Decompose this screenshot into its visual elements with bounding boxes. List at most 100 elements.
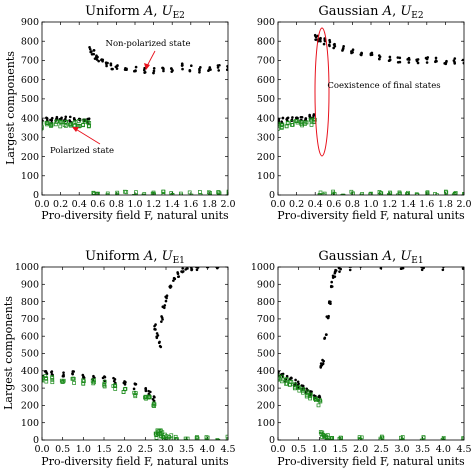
y-axis-label: Largest components <box>2 296 15 410</box>
data-point <box>216 190 221 195</box>
data-point <box>115 67 119 70</box>
data-point <box>71 377 76 381</box>
data-point <box>338 435 343 440</box>
data-point <box>285 120 290 125</box>
data-point <box>452 192 457 195</box>
data-point <box>58 124 63 129</box>
data-point <box>142 194 147 195</box>
y-tick-label: 400 <box>257 366 275 377</box>
y-tick-label: 600 <box>257 331 275 342</box>
data-point <box>123 189 127 194</box>
data-point <box>50 377 55 382</box>
data-point <box>169 433 174 438</box>
x-tick-label: 0.2 <box>53 199 68 210</box>
data-point <box>106 61 109 65</box>
data-point <box>278 119 281 123</box>
data-point <box>165 294 169 297</box>
data-point <box>190 64 193 68</box>
data-point <box>433 194 438 195</box>
data-point <box>322 42 326 46</box>
data-point <box>165 296 168 300</box>
data-point <box>370 194 374 195</box>
data-point <box>225 434 228 439</box>
data-point <box>68 123 73 128</box>
data-point <box>281 116 285 120</box>
data-point <box>328 40 332 44</box>
data-point <box>226 437 228 440</box>
x-axis-label: Pro-diversity field F, natural units <box>277 209 465 222</box>
data-point <box>434 59 438 62</box>
x-tick-label: 3.5 <box>179 444 194 455</box>
data-point <box>300 388 305 393</box>
data-point <box>196 441 199 444</box>
data-point <box>308 396 312 401</box>
data-point <box>124 194 129 195</box>
data-point <box>61 374 65 378</box>
data-point <box>195 268 199 272</box>
data-point <box>314 38 318 41</box>
data-point <box>226 264 229 267</box>
data-point <box>453 60 456 64</box>
data-point <box>326 316 330 320</box>
y-tick-label: 500 <box>257 349 275 360</box>
x-tick-label: 0.0 <box>34 199 49 210</box>
data-point <box>388 58 392 61</box>
data-point <box>304 117 308 120</box>
data-point <box>164 434 169 438</box>
data-point <box>435 193 439 195</box>
data-point <box>304 393 309 398</box>
panel-bottom-right: Gaussian A, UE1 Pro-diversity field F, n… <box>251 249 472 468</box>
x-tick-label: 0.5 <box>55 444 70 455</box>
y-tick-label: 900 <box>257 17 275 28</box>
series-second-largest <box>42 374 228 444</box>
data-point <box>444 190 449 195</box>
panel-title: Gaussian A, UE1 <box>318 249 423 266</box>
data-point <box>105 64 108 68</box>
data-point <box>319 36 322 40</box>
data-point <box>434 56 438 60</box>
x-tick-label: 1.0 <box>76 444 91 455</box>
data-point <box>95 55 98 59</box>
data-point <box>227 439 228 440</box>
data-point <box>152 395 156 398</box>
data-point <box>313 396 317 401</box>
data-point <box>90 52 94 56</box>
y-tick-label: 700 <box>21 56 39 67</box>
annotation-non-polarized: Non-polarized state <box>106 39 190 70</box>
x-axis-label: Pro-diversity field F, natural units <box>41 455 229 468</box>
data-point <box>172 279 175 282</box>
series-second-largest <box>278 373 464 440</box>
data-point <box>284 124 289 129</box>
y-tick-label: 500 <box>257 94 275 105</box>
data-point <box>42 375 43 380</box>
data-point <box>419 438 424 440</box>
y-tick-label: 200 <box>257 152 275 163</box>
data-point <box>388 55 392 59</box>
data-point <box>105 194 110 195</box>
y-tick-label: 100 <box>21 418 39 429</box>
y-tick-label: 200 <box>21 152 39 163</box>
data-point <box>378 438 383 440</box>
data-point <box>132 387 136 391</box>
axes-frame <box>41 266 229 441</box>
x-tick-label: 1.5 <box>332 444 347 455</box>
data-point <box>322 359 325 363</box>
data-point <box>321 362 325 366</box>
x-tick-label: 0.2 <box>289 199 304 210</box>
data-point <box>132 194 136 195</box>
y-tick-label: 0 <box>33 435 39 446</box>
data-point <box>318 190 323 195</box>
coexistence-ellipse <box>314 27 330 157</box>
data-point <box>332 192 337 195</box>
data-point <box>152 69 156 73</box>
data-point <box>115 194 119 195</box>
data-point <box>161 191 166 195</box>
panel-title: Uniform A, UE1 <box>85 249 185 266</box>
data-point <box>337 267 341 270</box>
x-tick-label: 2.5 <box>374 444 389 455</box>
y-tick-label: 800 <box>21 297 39 308</box>
data-point <box>154 435 159 440</box>
data-point <box>278 122 280 127</box>
y-tick-label: 600 <box>21 75 39 86</box>
